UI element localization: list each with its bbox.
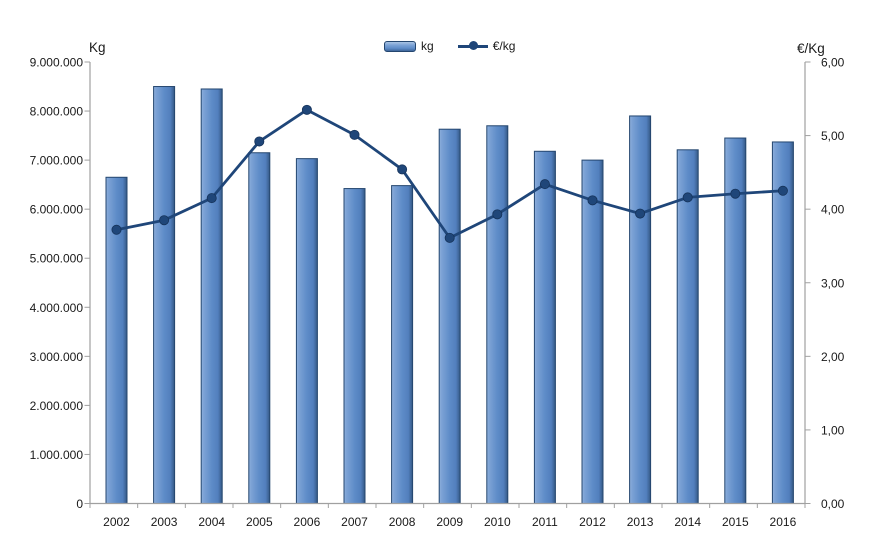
marker-2013[interactable] — [635, 208, 646, 219]
line-series-icon — [457, 41, 488, 51]
right-axis-tick-label: 3,00 — [821, 276, 845, 290]
marker-2009[interactable] — [444, 232, 455, 243]
left-axis-tick-label: 7.000.000 — [30, 154, 84, 168]
left-axis-tick-label: 6.000.000 — [30, 203, 84, 217]
x-axis-year-label: 2016 — [770, 515, 797, 529]
bar-2007[interactable] — [343, 188, 366, 505]
legend-label-kg: kg — [421, 39, 434, 53]
left-axis-tick-label: 3.000.000 — [30, 350, 84, 364]
left-axis-tick-label: 1.000.000 — [30, 448, 84, 462]
right-axis-tick-label: 1,00 — [821, 423, 845, 437]
marker-2011[interactable] — [539, 179, 550, 190]
bar-2003[interactable] — [153, 86, 176, 505]
x-axis-year-label: 2006 — [294, 515, 321, 529]
bar-2004[interactable] — [200, 88, 223, 504]
left-axis-tick-label: 2.000.000 — [30, 399, 84, 413]
x-axis-year-label: 2004 — [198, 515, 225, 529]
x-axis-year-label: 2008 — [389, 515, 416, 529]
right-axis-tick-label: 2,00 — [821, 350, 845, 364]
right-axis-tick-label: 0,00 — [821, 497, 845, 511]
axes: 9.000.000 8.000.000 7.000.000 6.000.000 5.00… — [30, 56, 845, 530]
marker-2002[interactable] — [111, 224, 122, 235]
x-axis-year-label: 2011 — [532, 515, 558, 529]
bar-2014[interactable] — [676, 149, 699, 504]
marker-2012[interactable] — [587, 195, 598, 206]
left-axis-tick-label: 9.000.000 — [30, 56, 84, 70]
bar-2013[interactable] — [629, 115, 652, 504]
bar-2009[interactable] — [438, 128, 461, 504]
bar-2006[interactable] — [295, 158, 318, 505]
left-axis-tick-label: 8.000.000 — [30, 105, 84, 119]
marker-2005[interactable] — [254, 136, 265, 147]
legend: kg €/kg — [384, 39, 539, 53]
x-axis-year-label: 2012 — [579, 515, 606, 529]
marker-2003[interactable] — [159, 215, 170, 226]
bar-2005[interactable] — [248, 152, 271, 504]
bar-2012[interactable] — [581, 159, 604, 504]
legend-label-eur-per-kg: €/kg — [492, 39, 516, 53]
right-axis-tick-label: 6,00 — [821, 56, 845, 70]
bar-series-icon — [384, 40, 416, 52]
x-axis-year-label: 2007 — [341, 515, 368, 529]
legend-item-eur-per-kg[interactable]: €/kg — [457, 39, 516, 53]
x-axis-year-label: 2013 — [627, 515, 654, 529]
legend-item-kg[interactable]: kg — [384, 39, 434, 53]
marker-2014[interactable] — [682, 192, 693, 203]
x-axis-year-label: 2003 — [151, 515, 178, 529]
left-axis-tick-label: 0 — [76, 497, 83, 511]
right-axis-title: €/Kg — [797, 41, 825, 56]
bar-2010[interactable] — [486, 125, 509, 505]
x-axis-year-label: 2002 — [103, 515, 130, 529]
x-axis-year-label: 2005 — [246, 515, 273, 529]
bar-2016[interactable] — [771, 141, 794, 505]
marker-2010[interactable] — [492, 209, 503, 220]
line-series-eur-per-kg — [111, 104, 788, 243]
x-axis-year-label: 2010 — [484, 515, 511, 529]
marker-2007[interactable] — [349, 129, 360, 140]
marker-2008[interactable] — [397, 164, 408, 175]
left-axis-title: Kg — [89, 40, 106, 55]
bar-2008[interactable] — [391, 185, 414, 504]
x-axis-year-label: 2014 — [674, 515, 701, 529]
bar-2011[interactable] — [533, 150, 556, 505]
bar-series-kg — [105, 86, 794, 505]
marker-2016[interactable] — [777, 185, 788, 196]
left-axis-tick-label: 5.000.000 — [30, 252, 84, 266]
left-axis-tick-label: 4.000.000 — [30, 301, 84, 315]
right-axis-tick-label: 4,00 — [821, 203, 845, 217]
right-axis-tick-label: 5,00 — [821, 129, 845, 143]
marker-2006[interactable] — [301, 104, 312, 115]
marker-2015[interactable] — [730, 188, 741, 199]
marker-2004[interactable] — [206, 193, 217, 204]
x-axis-year-label: 2015 — [722, 515, 749, 529]
x-axis-year-label: 2009 — [436, 515, 463, 529]
